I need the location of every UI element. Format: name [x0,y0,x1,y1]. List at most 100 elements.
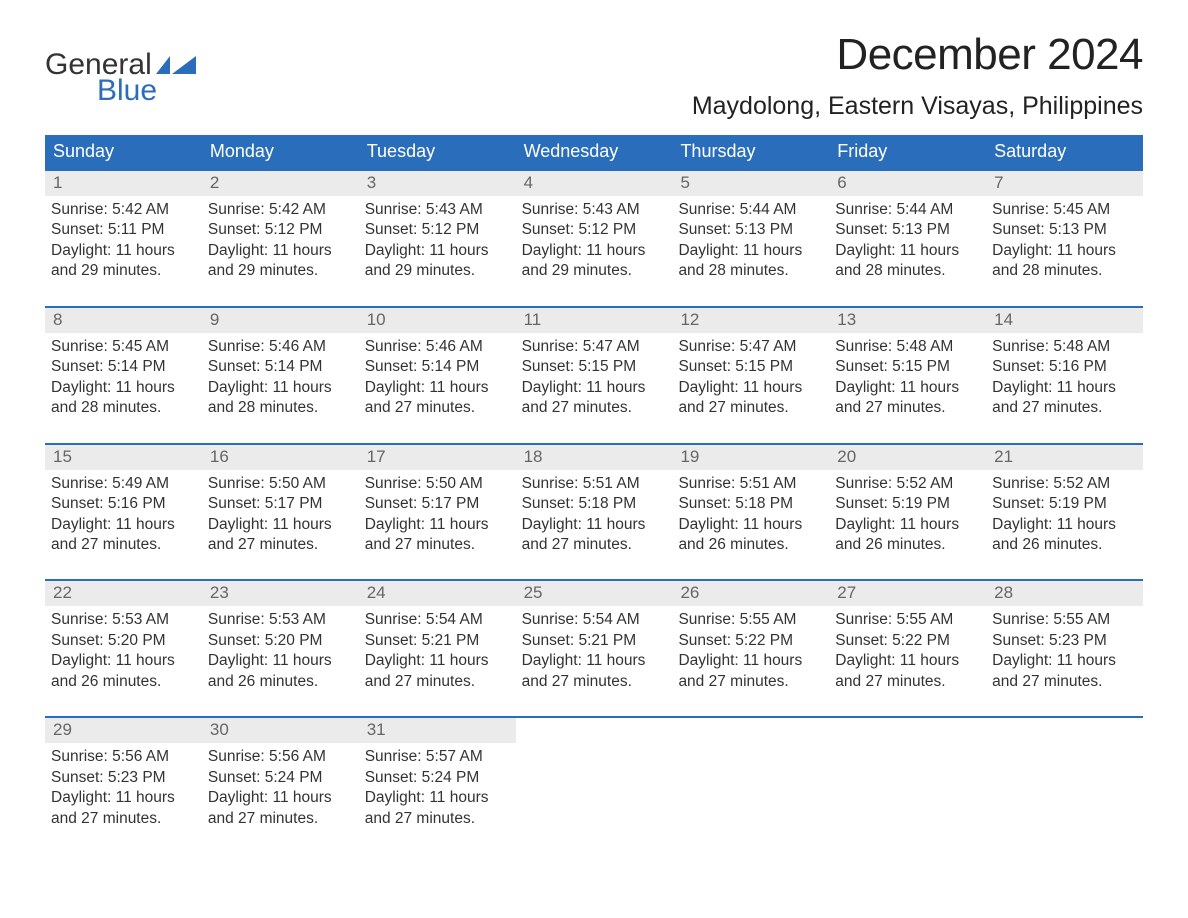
page-title: December 2024 [692,30,1143,80]
day-line: Sunset: 5:15 PM [522,357,667,377]
day-number-row: 1 [45,171,202,196]
day-number: 6 [837,173,846,192]
day-line: and 27 minutes. [522,535,667,555]
day-line: and 28 minutes. [992,261,1137,281]
day-number: 4 [524,173,533,192]
day-number: 17 [367,447,386,466]
day-number: 13 [837,310,856,329]
day-number-row: 24 [359,581,516,606]
day-line: Sunrise: 5:44 AM [678,200,823,220]
day-lines: Sunrise: 5:52 AMSunset: 5:19 PMDaylight:… [835,470,980,556]
day-number: 26 [680,583,699,602]
day-line: Sunset: 5:24 PM [208,768,353,788]
day-header: Thursday [672,135,829,169]
day-cell: 27Sunrise: 5:55 AMSunset: 5:22 PMDayligh… [829,581,986,702]
day-lines: Sunrise: 5:48 AMSunset: 5:16 PMDaylight:… [992,333,1137,419]
day-lines: Sunrise: 5:56 AMSunset: 5:24 PMDaylight:… [208,743,353,829]
day-line: Sunrise: 5:54 AM [522,610,667,630]
day-number: 14 [994,310,1013,329]
day-line: Sunrise: 5:45 AM [51,337,196,357]
day-header: Tuesday [359,135,516,169]
day-number: 24 [367,583,386,602]
day-lines: Sunrise: 5:53 AMSunset: 5:20 PMDaylight:… [208,606,353,692]
day-line: Sunrise: 5:55 AM [835,610,980,630]
day-line: Daylight: 11 hours [522,651,667,671]
day-line: Daylight: 11 hours [51,241,196,261]
day-number-row: 18 [516,445,673,470]
day-cell: 2Sunrise: 5:42 AMSunset: 5:12 PMDaylight… [202,171,359,292]
day-lines: Sunrise: 5:56 AMSunset: 5:23 PMDaylight:… [51,743,196,829]
day-line: Sunset: 5:18 PM [522,494,667,514]
day-cell: 12Sunrise: 5:47 AMSunset: 5:15 PMDayligh… [672,308,829,429]
day-number: 9 [210,310,219,329]
day-number-row: 13 [829,308,986,333]
day-line: and 26 minutes. [678,535,823,555]
page-subtitle: Maydolong, Eastern Visayas, Philippines [692,92,1143,121]
day-lines: Sunrise: 5:50 AMSunset: 5:17 PMDaylight:… [365,470,510,556]
day-cell: 21 Sunrise: 5:52 AMSunset: 5:19 PMDayligh… [986,445,1143,566]
day-number: 28 [994,583,1013,602]
day-lines: Sunrise: 5:52 AMSunset: 5:19 PMDaylight:… [992,470,1137,556]
day-lines: Sunrise: 5:48 AMSunset: 5:15 PMDaylight:… [835,333,980,419]
day-line: Sunrise: 5:42 AM [208,200,353,220]
day-line: and 26 minutes. [992,535,1137,555]
day-lines: Sunrise: 5:49 AMSunset: 5:16 PMDaylight:… [51,470,196,556]
day-line: Daylight: 11 hours [522,515,667,535]
day-line: Daylight: 11 hours [835,651,980,671]
day-line: and 27 minutes. [365,535,510,555]
day-number-row: 4 [516,171,673,196]
day-number-row: 3 [359,171,516,196]
day-line: and 27 minutes. [678,672,823,692]
day-line: Sunrise: 5:51 AM [678,474,823,494]
day-line: Sunrise: 5:47 AM [678,337,823,357]
day-line: Sunrise: 5:43 AM [522,200,667,220]
day-header: Monday [202,135,359,169]
day-number-row: 31 [359,718,516,743]
day-lines: Sunrise: 5:45 AMSunset: 5:14 PMDaylight:… [51,333,196,419]
week-row: 22 Sunrise: 5:53 AMSunset: 5:20 PMDayligh… [45,579,1143,702]
day-number: 18 [524,447,543,466]
day-line: Sunset: 5:24 PM [365,768,510,788]
day-cell: 4 Sunrise: 5:43 AMSunset: 5:12 PMDaylight… [516,171,673,292]
day-lines: Sunrise: 5:53 AMSunset: 5:20 PMDaylight:… [51,606,196,692]
day-lines: Sunrise: 5:51 AMSunset: 5:18 PMDaylight:… [522,470,667,556]
day-number-row [829,718,986,741]
day-cell: 20Sunrise: 5:52 AMSunset: 5:19 PMDayligh… [829,445,986,566]
day-number-row: 12 [672,308,829,333]
logo: General Blue [45,30,196,108]
day-line: Sunrise: 5:53 AM [208,610,353,630]
day-cell [829,718,986,839]
day-line: and 27 minutes. [992,672,1137,692]
day-number-row: 29 [45,718,202,743]
day-line: Daylight: 11 hours [678,515,823,535]
day-number: 15 [53,447,72,466]
day-number: 22 [53,583,72,602]
day-line: Daylight: 11 hours [835,515,980,535]
day-cell: 29Sunrise: 5:56 AMSunset: 5:23 PMDayligh… [45,718,202,839]
day-number-row: 15 [45,445,202,470]
day-lines: Sunrise: 5:54 AMSunset: 5:21 PMDaylight:… [365,606,510,692]
day-number: 5 [680,173,689,192]
day-line: Daylight: 11 hours [51,378,196,398]
day-line: Daylight: 11 hours [51,788,196,808]
day-number-row: 7 [986,171,1143,196]
day-cell [986,718,1143,839]
day-number-row: 23 [202,581,359,606]
day-line: Daylight: 11 hours [365,515,510,535]
day-number: 3 [367,173,376,192]
day-lines: Sunrise: 5:46 AMSunset: 5:14 PMDaylight:… [365,333,510,419]
day-line: and 27 minutes. [522,398,667,418]
day-header: Wednesday [516,135,673,169]
day-line: Sunset: 5:23 PM [51,768,196,788]
day-line: Sunrise: 5:53 AM [51,610,196,630]
day-line: Sunrise: 5:52 AM [992,474,1137,494]
day-cell: 31Sunrise: 5:57 AMSunset: 5:24 PMDayligh… [359,718,516,839]
day-line: and 27 minutes. [51,809,196,829]
day-line: and 29 minutes. [365,261,510,281]
day-cell: 15 Sunrise: 5:49 AMSunset: 5:16 PMDayligh… [45,445,202,566]
day-number-row: 25 [516,581,673,606]
day-number: 21 [994,447,1013,466]
day-lines: Sunrise: 5:43 AMSunset: 5:12 PMDaylight:… [522,196,667,282]
day-cell: 9Sunrise: 5:46 AMSunset: 5:14 PMDaylight… [202,308,359,429]
day-cell: 14 Sunrise: 5:48 AMSunset: 5:16 PMDayligh… [986,308,1143,429]
